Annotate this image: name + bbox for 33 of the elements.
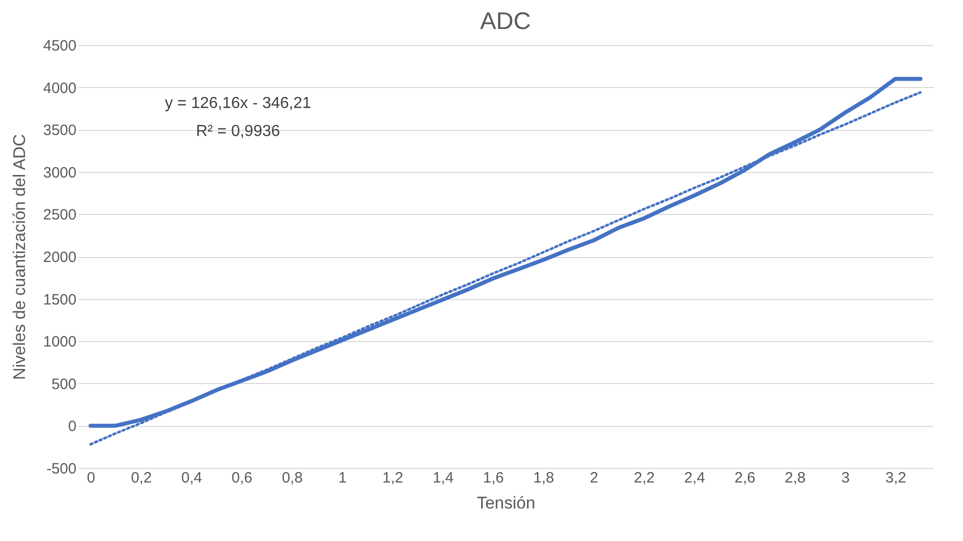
x-tick-label: 3,2: [885, 470, 906, 486]
x-tick-label: 1,8: [533, 470, 554, 486]
x-tick-label: 0,8: [282, 470, 303, 486]
x-tick-label: 2,2: [634, 470, 655, 486]
x-tick-label: 0,6: [232, 470, 252, 486]
annotation: y = 126,16x - 346,21: [164, 95, 312, 112]
y-axis-title: Niveles de cuantización del ADC: [10, 134, 30, 380]
y-tick-label: -500: [46, 460, 76, 478]
x-tick-label: 0,2: [130, 470, 152, 486]
y-tick-label: 3000: [43, 164, 76, 182]
x-tick-label: 2,8: [784, 470, 806, 486]
x-tick-label: 0,4: [181, 470, 202, 486]
annotation: R² = 0,9936: [196, 123, 280, 140]
x-tick-label: 1,4: [432, 470, 454, 486]
x-tick-label: 2,4: [684, 470, 706, 486]
x-axis-title: Tensión: [476, 494, 536, 512]
y-tick-label: 2000: [43, 249, 76, 266]
y-tick-label: 1500: [43, 291, 76, 308]
x-tick-label: 3: [841, 470, 850, 486]
x-tick-label: 1: [338, 470, 347, 486]
y-tick-label: 3500: [43, 122, 76, 140]
y-tick-label: 500: [51, 376, 76, 393]
y-tick-label: 0: [68, 418, 76, 436]
y-tick-label: 4500: [43, 38, 76, 54]
y-tick-label: 2500: [43, 206, 76, 224]
y-tick-label: 1000: [43, 334, 76, 351]
x-tick-label: 2,6: [734, 470, 756, 486]
x-tick-label: 2: [590, 470, 598, 486]
x-tick-label: 1,6: [482, 470, 504, 486]
x-tick-label: 0: [86, 470, 96, 486]
x-tick-label: 1,2: [382, 470, 404, 486]
y-tick-label: 4000: [43, 80, 76, 97]
chart-title: ADC: [480, 8, 531, 35]
